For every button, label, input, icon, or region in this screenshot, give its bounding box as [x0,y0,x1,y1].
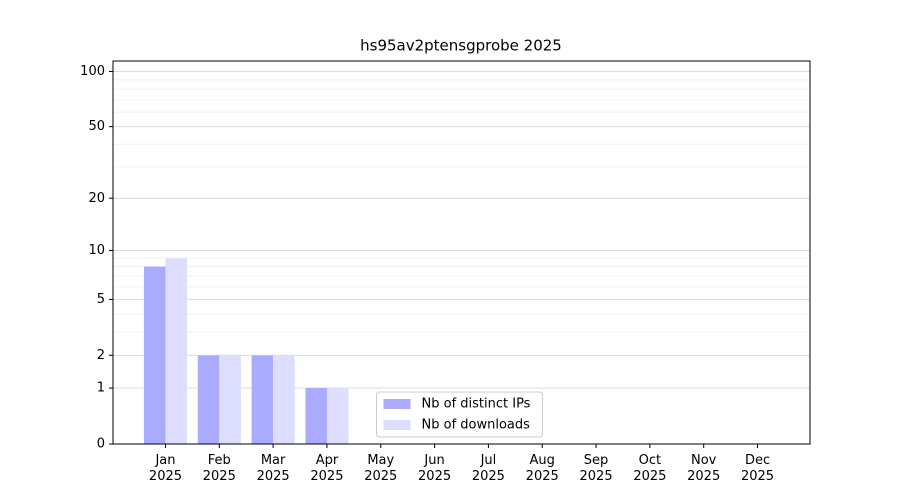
legend: Nb of distinct IPs Nb of downloads [376,391,543,438]
bar [143,266,166,444]
y-tick-label: 20 [88,191,105,206]
x-tick-label: May 2025 [364,453,398,484]
legend-swatch [383,420,411,430]
chart-title: hs95av2ptensgprobe 2025 [360,37,562,55]
x-tick-label: Aug 2025 [525,453,559,484]
bar [219,355,241,444]
x-tick-label: Feb 2025 [202,453,236,484]
x-tick-label: Nov 2025 [687,453,721,484]
bar [251,355,274,444]
x-tick-label: Apr 2025 [310,453,344,484]
x-tick-label: Jun 2025 [418,453,452,484]
plot-frame [112,60,811,445]
bar [326,388,349,444]
legend-label: Nb of downloads [422,418,531,433]
legend-label: Nb of distinct IPs [422,397,531,412]
bar [165,258,188,444]
x-tick-label: Sep 2025 [579,453,613,484]
y-tick-label: 0 [97,437,105,452]
y-tick-label: 5 [97,292,105,307]
y-tick-label: 2 [97,348,105,363]
x-tick-label: Jan 2025 [148,453,183,484]
x-tick-label: Mar 2025 [256,453,290,484]
legend-swatch [383,399,411,409]
y-tick-label: 10 [88,243,105,258]
y-tick-label: 100 [80,64,105,79]
bar [273,355,295,444]
legend-box [376,391,543,438]
x-tick-label: Dec 2025 [740,453,775,484]
bar [305,388,327,444]
x-tick-label: Jul 2025 [471,453,505,484]
y-tick-label: 50 [88,119,105,134]
y-tick-label: 1 [97,381,105,396]
x-tick-label: Oct 2025 [633,453,667,484]
bar [197,355,220,444]
